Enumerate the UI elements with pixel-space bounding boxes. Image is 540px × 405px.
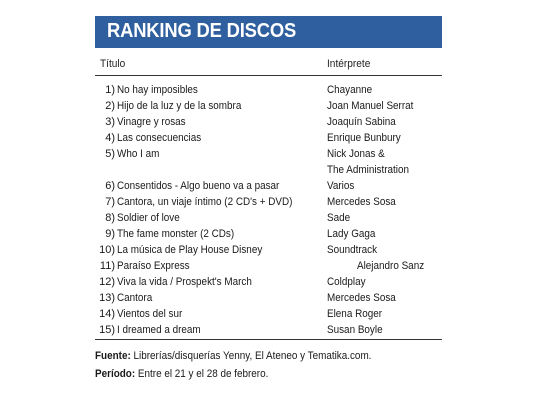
rank-number: 1) bbox=[105, 84, 115, 96]
artist-name: Sade bbox=[327, 212, 351, 224]
album-title: Las consecuencias bbox=[117, 132, 202, 144]
rank-number: 5) bbox=[105, 148, 115, 160]
album-title: Paraíso Express bbox=[117, 260, 190, 272]
period-label: Período: bbox=[95, 368, 136, 380]
artist-name-line2: The Administration bbox=[327, 164, 409, 176]
album-title: Vinagre y rosas bbox=[117, 116, 186, 128]
album-title: Consentidos - Algo bueno va a pasar bbox=[117, 180, 280, 192]
list-item: 9) The fame monster (2 CDs) Lady Gaga bbox=[95, 227, 442, 242]
album-title: Cantora bbox=[117, 292, 153, 304]
artist-name: Nick Jonas & bbox=[327, 148, 385, 160]
list-item: 5) Who I am Nick Jonas & bbox=[95, 147, 442, 162]
rank-number: 6) bbox=[105, 180, 115, 192]
album-title: Vientos del sur bbox=[117, 308, 183, 320]
footer-source: Fuente: Librerías/disquerías Yenny, El A… bbox=[95, 349, 371, 364]
artist-name: Mercedes Sosa bbox=[327, 292, 396, 304]
column-header-artist: Intérprete bbox=[327, 58, 371, 70]
list-item: 14) Vientos del sur Elena Roger bbox=[95, 307, 442, 322]
list-item: 2) Hijo de la luz y de la sombra Joan Manu… bbox=[95, 99, 442, 114]
list-item-continued: The Administration bbox=[95, 163, 442, 178]
album-title: Cantora, un viaje íntimo (2 CD's + DVD) bbox=[117, 196, 293, 208]
artist-name: Enrique Bunbury bbox=[327, 132, 401, 144]
rank-number: 8) bbox=[105, 212, 115, 224]
rank-number: 11) bbox=[99, 260, 115, 272]
source-text: Librerías/disquerías Yenny, El Ateneo y … bbox=[133, 350, 372, 362]
artist-name: Lady Gaga bbox=[327, 228, 376, 240]
album-title: La música de Play House Disney bbox=[117, 244, 263, 256]
album-title: Viva la vida / Prospekt's March bbox=[117, 276, 252, 288]
rank-number: 12) bbox=[99, 276, 115, 288]
source-label: Fuente: bbox=[95, 350, 131, 362]
rank-number: 7) bbox=[105, 196, 115, 208]
artist-name: Elena Roger bbox=[327, 308, 383, 320]
rank-number: 14) bbox=[99, 308, 115, 320]
album-title: Who I am bbox=[117, 148, 160, 160]
rank-number: 3) bbox=[105, 116, 115, 128]
album-title: Hijo de la luz y de la sombra bbox=[117, 100, 242, 112]
list-item: 13) Cantora Mercedes Sosa bbox=[95, 291, 442, 306]
artist-name: Mercedes Sosa bbox=[327, 196, 396, 208]
artist-name: Soundtrack bbox=[327, 244, 378, 256]
list-item: 15) I dreamed a dream Susan Boyle bbox=[95, 323, 442, 338]
list-item: 6) Consentidos - Algo bueno va a pasar Var… bbox=[95, 179, 442, 194]
header-bar: RANKING DE DISCOS bbox=[95, 16, 442, 48]
page-title: RANKING DE DISCOS bbox=[107, 20, 297, 42]
artist-name: Susan Boyle bbox=[327, 324, 383, 336]
list-item: 10) La música de Play House Disney Soundtr… bbox=[95, 243, 442, 258]
period-text: Entre el 21 y el 28 de febrero. bbox=[137, 368, 269, 380]
rank-number: 9) bbox=[105, 228, 115, 240]
list-item: 4) Las consecuencias Enrique Bunbury bbox=[95, 131, 442, 146]
column-header-title: Título bbox=[100, 58, 126, 70]
header-divider bbox=[95, 75, 442, 76]
rank-number: 2) bbox=[105, 100, 115, 112]
album-title: No hay imposibles bbox=[117, 84, 198, 96]
artist-name: Alejandro Sanz bbox=[357, 260, 425, 272]
rank-number: 15) bbox=[99, 324, 115, 336]
album-title: Soldier of love bbox=[117, 212, 180, 224]
list-item: 1) No hay imposibles Chayanne bbox=[95, 83, 442, 98]
list-item: 11) Paraíso Express Alejandro Sanz bbox=[95, 259, 442, 274]
artist-name: Varios bbox=[327, 180, 355, 192]
list-item: 12) Viva la vida / Prospekt's March Coldpl… bbox=[95, 275, 442, 290]
album-title: I dreamed a dream bbox=[117, 324, 201, 336]
album-title: The fame monster (2 CDs) bbox=[117, 228, 235, 240]
list-item: 8) Soldier of love Sade bbox=[95, 211, 442, 226]
artist-name: Coldplay bbox=[327, 276, 366, 288]
list-item: 7) Cantora, un viaje íntimo (2 CD's + DVD… bbox=[95, 195, 442, 210]
artist-name: Joaquín Sabina bbox=[327, 116, 396, 128]
list-item: 3) Vinagre y rosas Joaquín Sabina bbox=[95, 115, 442, 130]
artist-name: Chayanne bbox=[327, 84, 373, 96]
footer-divider bbox=[95, 339, 442, 340]
footer-period: Período: Entre el 21 y el 28 de febrero. bbox=[95, 367, 268, 382]
rank-number: 4) bbox=[105, 132, 115, 144]
rank-number: 10) bbox=[99, 244, 115, 256]
artist-name: Joan Manuel Serrat bbox=[327, 100, 414, 112]
rank-number: 13) bbox=[99, 292, 115, 304]
